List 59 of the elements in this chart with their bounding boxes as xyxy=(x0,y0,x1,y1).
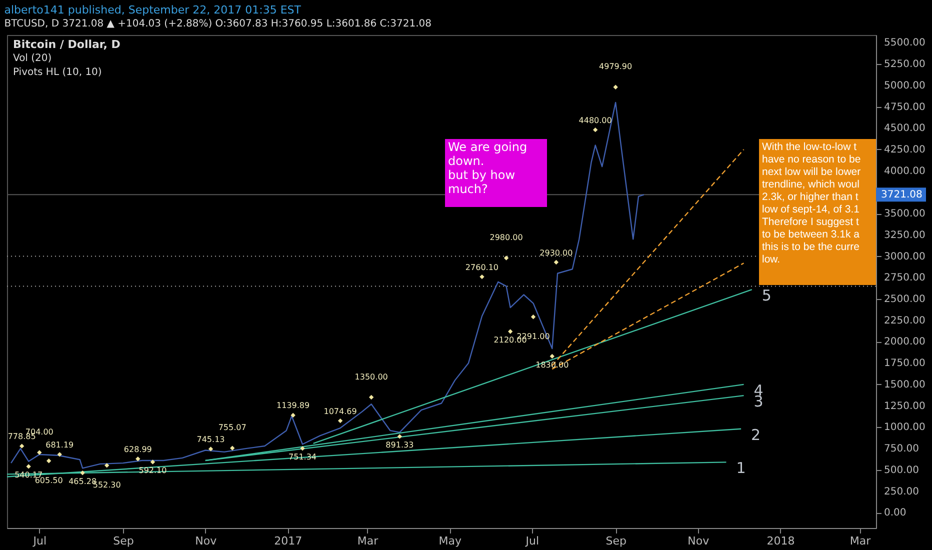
text: BTCUSD, D 3721.08 ▲ +104.03 (+2.88%) O:3607.83 H:3760.95 L:3601.86 C:3721.08 xyxy=(4,18,432,30)
series-label: 1 xyxy=(736,459,746,478)
x-tick-label: 2017 xyxy=(274,534,302,548)
y-tick-label: 2000.00 xyxy=(884,336,926,348)
y-tick-label: 3250.00 xyxy=(884,230,926,241)
y-tick-label: 250.00 xyxy=(884,486,919,498)
x-tick-label: Mar xyxy=(850,534,872,548)
y-tick-label: 1250.00 xyxy=(884,400,926,412)
y-tick-label: 5250.00 xyxy=(884,59,926,70)
text: alberto141 published, September 22, 2017 01:35 EST xyxy=(4,3,302,16)
x-tick-label: Nov xyxy=(688,534,710,548)
data-label: 891.33 xyxy=(386,440,414,450)
y-tick-label: 1500.00 xyxy=(884,379,926,390)
y-tick-label: 1750.00 xyxy=(884,358,926,370)
y-tick-label: 0.00 xyxy=(884,508,906,519)
x-tick-label: Nov xyxy=(195,534,218,548)
y-tick-label: 5500.00 xyxy=(884,38,926,49)
data-label: 2760.10 xyxy=(465,262,499,272)
x-tick-label: May xyxy=(438,534,462,548)
y-tick-label: 1000.00 xyxy=(884,422,926,434)
annotation: Vol (20) xyxy=(13,53,52,64)
y-tick-label: 4750.00 xyxy=(884,102,926,113)
annotation: We are going down. but by how much? xyxy=(448,140,528,196)
y-tick-label: 4000.00 xyxy=(884,166,926,177)
data-label: 628.99 xyxy=(124,444,152,454)
data-label: 2980.00 xyxy=(490,233,523,242)
y-tick-label: 3000.00 xyxy=(884,251,926,262)
y-tick-label: 4250.00 xyxy=(884,144,926,156)
data-label: 1350.00 xyxy=(354,372,388,382)
data-label: 4480.00 xyxy=(578,116,612,125)
y-tick-label: 750.00 xyxy=(884,444,919,455)
series-label: 2 xyxy=(751,426,761,444)
data-label: 4979.90 xyxy=(599,62,632,72)
x-tick-label: 2018 xyxy=(766,534,795,548)
data-label: 2930.00 xyxy=(540,248,573,258)
x-tick-label: Jul xyxy=(524,534,540,548)
x-tick-label: Jul xyxy=(32,534,47,548)
chart-title: Bitcoin / Dollar, D xyxy=(13,38,120,51)
data-label: 778.85 xyxy=(8,432,36,442)
x-tick-label: Sep xyxy=(113,534,134,548)
x-tick-label: Mar xyxy=(357,534,379,548)
data-label: 1074.69 xyxy=(324,406,357,416)
data-label: 1139.89 xyxy=(276,401,310,410)
y-tick-label: 4500.00 xyxy=(884,123,926,134)
y-tick-label: 2500.00 xyxy=(884,294,926,306)
y-tick-label: 2250.00 xyxy=(884,315,926,326)
series-label: 5 xyxy=(762,286,772,305)
x-tick-label: Sep xyxy=(606,534,626,548)
text: With the low-to-low t have no reason to be next low will be lower trendline, which woul 2.3k, or higher than t low of sept-14, of 3.1 Therefore I suggest t to be between 3.1k a this is to be the curre low. xyxy=(762,141,861,266)
data-label: 745.13 xyxy=(196,434,225,444)
data-label: 1830.00 xyxy=(536,360,569,370)
y-tick-label: 2750.00 xyxy=(884,272,926,284)
annotation: Pivots HL (10, 10) xyxy=(13,67,102,78)
ref-line-label: 3721.08 xyxy=(881,190,922,201)
y-tick-label: 3500.00 xyxy=(884,208,926,220)
data-label: 755.07 xyxy=(218,423,246,432)
y-tick-label: 5000.00 xyxy=(884,80,926,92)
data-label: 681.19 xyxy=(46,440,74,450)
y-tick-label: 500.00 xyxy=(884,464,919,476)
